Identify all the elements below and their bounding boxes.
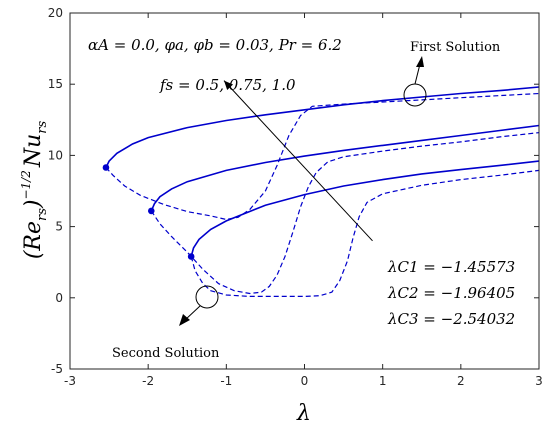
y-axis-label: (Rers)−1/2Nurs — [19, 121, 50, 260]
params-text: αA = 0.0, φa, φb = 0.03, Pr = 6.2 — [88, 36, 342, 54]
critical-label-3: λC3 = −2.54032 — [387, 310, 515, 328]
ticks: -3 -2 -1 0 1 2 3 -5 0 5 10 15 20 — [48, 6, 543, 388]
x-tick-label: 0 — [301, 374, 309, 388]
critical-points — [102, 164, 195, 260]
second-solution-curve-1 — [105, 92, 540, 221]
y-tick-label: -5 — [51, 362, 63, 376]
second-solution-curve-2 — [150, 132, 540, 295]
y-tick-label: 5 — [55, 220, 63, 234]
second-solution-circle — [195, 285, 219, 309]
critical-label-1: λC1 = −1.45573 — [387, 258, 515, 276]
first-solution-curve-1 — [105, 86, 540, 168]
first-solution-curve-2 — [150, 124, 540, 212]
curves — [105, 86, 540, 297]
x-tick-label: 3 — [535, 374, 543, 388]
svg-text:(Rers)−1/2Nurs: (Rers)−1/2Nurs — [19, 121, 50, 260]
second-solution-curve-3 — [190, 169, 540, 297]
y-label-exp: −1/2 — [19, 170, 33, 199]
x-tick-label: -1 — [220, 374, 232, 388]
critical-point-3 — [187, 253, 195, 260]
y-tick-label: 10 — [48, 148, 63, 162]
x-tick-label: -3 — [64, 374, 76, 388]
y-tick-label: 0 — [55, 291, 63, 305]
second-solution-label: Second Solution — [112, 346, 220, 361]
y-tick-label: 20 — [48, 6, 63, 20]
y-label-sub: rs — [35, 208, 50, 221]
fs-direction-arrow — [223, 80, 373, 242]
x-tick-label: 1 — [379, 374, 387, 388]
second-solution-arrowhead — [179, 314, 190, 326]
second-solution-pointer — [184, 305, 201, 321]
critical-point-2 — [147, 207, 155, 215]
first-solution-label: First Solution — [410, 40, 501, 55]
first-solution-arrowhead — [416, 56, 424, 67]
x-axis-label: λ — [296, 401, 311, 426]
y-label-tail: Nu — [21, 134, 46, 168]
y-label-base: (Re — [21, 221, 46, 259]
first-solution-circle — [403, 83, 427, 107]
critical-label-2: λC2 = −1.96405 — [387, 284, 515, 302]
critical-point-1 — [102, 164, 110, 171]
y-tick-label: 15 — [48, 77, 63, 91]
fs-direction-arrowhead — [223, 80, 234, 90]
x-tick-label: 2 — [457, 374, 465, 388]
x-tick-label: -2 — [142, 374, 154, 388]
first-solution-curve-3 — [190, 160, 540, 257]
